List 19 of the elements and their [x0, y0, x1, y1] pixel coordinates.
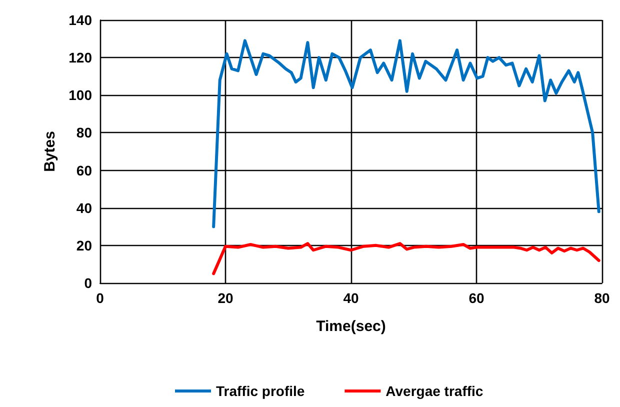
- y-tick-label: 120: [68, 50, 92, 66]
- x-tick-label: 60: [468, 290, 484, 306]
- line-series: [212, 242, 600, 276]
- x-tick-label: 20: [218, 290, 234, 306]
- y-tick-label: 40: [76, 200, 92, 216]
- y-tick-label: 0: [84, 275, 92, 291]
- y-tick-label: 80: [76, 124, 92, 141]
- x-tick-label: 40: [343, 290, 359, 306]
- y-axis-title: Bytes: [42, 131, 59, 172]
- legend-label: Traffic profile: [216, 383, 305, 399]
- y-tick-label: 60: [76, 162, 92, 178]
- y-tick-label: 100: [68, 87, 92, 104]
- x-axis-title: Time(sec): [316, 318, 386, 335]
- x-tick-label: 80: [594, 290, 610, 306]
- y-tick-label: 20: [76, 237, 92, 254]
- line-series: [212, 39, 600, 228]
- x-tick-label: 0: [96, 290, 104, 306]
- legend-label: Avergae traffic: [386, 383, 484, 399]
- y-tick-label: 140: [68, 12, 92, 28]
